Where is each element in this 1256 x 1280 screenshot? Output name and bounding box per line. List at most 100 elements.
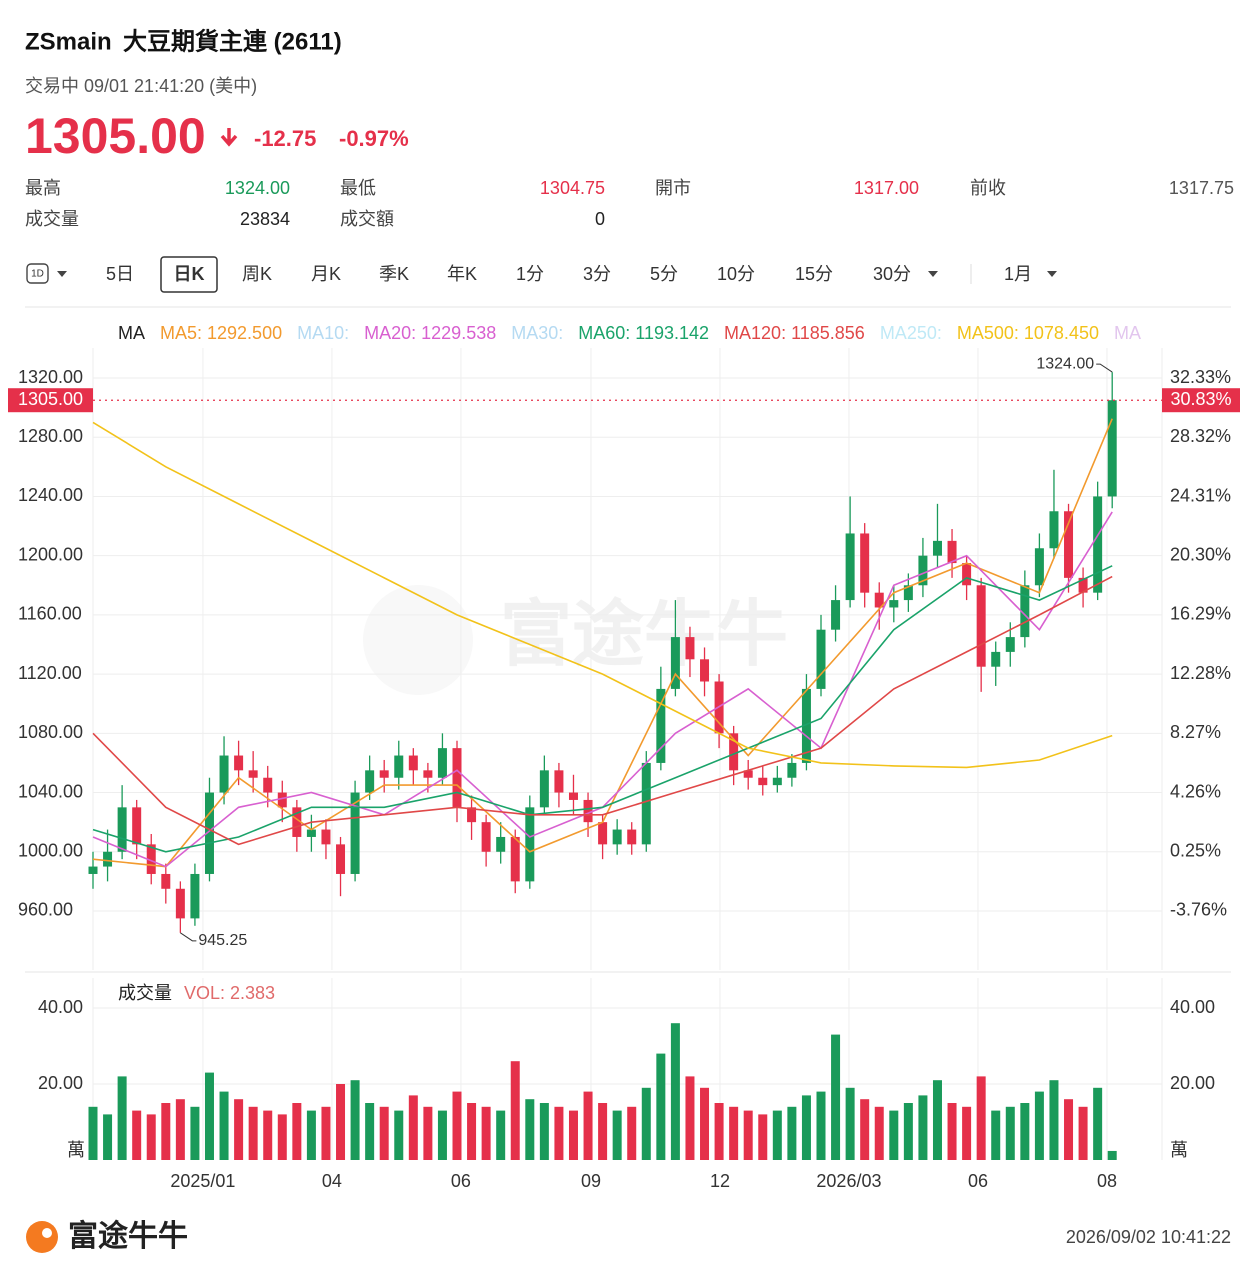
y2-tick-label: 20.30% <box>1170 544 1231 564</box>
stat-value: 0 <box>595 209 605 229</box>
stat-value: 1304.75 <box>540 178 605 198</box>
brand: 富途牛牛 <box>68 1219 188 1253</box>
tab-icon-frame <box>26 263 49 284</box>
stat-label: 最高 <box>25 178 61 198</box>
legend-item: MA60: 1193.142 <box>578 323 709 343</box>
candle-body <box>656 688 666 763</box>
volume-bar <box>598 1103 608 1160</box>
vol-tick-label-right: 40.00 <box>1170 997 1215 1017</box>
y2-tick-label: 4.26% <box>1170 781 1221 801</box>
candle-body <box>743 770 753 778</box>
change: -12.75 <box>254 126 316 151</box>
volume-bar <box>496 1110 506 1160</box>
volume-bar <box>1034 1091 1044 1160</box>
tab[interactable]: 季K <box>379 264 409 284</box>
candle-body <box>350 792 360 874</box>
y-tick-label: 1320.00 <box>18 367 83 387</box>
tab[interactable]: 1分 <box>516 264 544 284</box>
candle-body <box>874 592 884 608</box>
legend-item: MA <box>118 323 145 343</box>
volume-bar <box>175 1099 185 1160</box>
candle-body <box>103 851 113 867</box>
vol-unit-right: 萬 <box>1170 1140 1188 1160</box>
legend-item: MA <box>1114 323 1141 343</box>
y2-tick-label: 24.31% <box>1170 485 1231 505</box>
volume-bar <box>772 1110 782 1160</box>
symbol: ZSmain <box>25 28 112 55</box>
volume-bar <box>452 1091 462 1160</box>
legend-item: MA250: <box>880 323 942 343</box>
tab[interactable]: 3分 <box>583 264 611 284</box>
volume-bar <box>161 1103 171 1160</box>
candle-body <box>510 836 520 882</box>
candle-body <box>962 563 972 586</box>
tab[interactable]: 年K <box>447 264 477 284</box>
vol-tick-label: 40.00 <box>38 997 83 1017</box>
tab[interactable]: 1月 <box>1004 264 1032 284</box>
ma-line <box>92 565 1113 853</box>
volume-bar <box>627 1106 637 1160</box>
volume-bar <box>336 1084 346 1160</box>
candle-body <box>889 600 899 608</box>
candle-body <box>132 807 142 845</box>
ma-line <box>92 421 1113 769</box>
tab[interactable]: 周K <box>242 264 272 284</box>
dropdown[interactable] <box>1047 271 1057 277</box>
y2-tick-label: 16.29% <box>1170 604 1231 624</box>
change-pct: -0.97% <box>339 126 409 151</box>
candle-body <box>408 755 418 771</box>
volume-bar <box>860 1099 870 1160</box>
y-tick-label: 1000.00 <box>18 841 83 861</box>
volume-bar <box>88 1106 98 1160</box>
stat-label: 成交額 <box>340 209 394 229</box>
candle-body <box>481 822 491 852</box>
y-tick-label: 1240.00 <box>18 485 83 505</box>
tab[interactable]: 5日 <box>106 264 134 284</box>
candle-body <box>860 533 870 593</box>
pct-tag <box>1162 388 1240 413</box>
legend-item: MA5: 1292.500 <box>160 323 282 343</box>
dropdown[interactable] <box>928 271 938 277</box>
volume-bar <box>379 1106 389 1160</box>
volume-bar <box>234 1099 244 1160</box>
stat-label: 前收 <box>970 178 1006 198</box>
candle-body <box>787 762 797 778</box>
low-pointer <box>180 932 197 942</box>
tab-icon[interactable]: 1D <box>31 269 44 280</box>
volume-bar <box>132 1110 142 1160</box>
candle-body <box>306 829 316 837</box>
stat-label: 開市 <box>655 178 691 198</box>
dropdown[interactable] <box>57 271 67 277</box>
candle-body <box>670 637 680 689</box>
legend-item: MA10: <box>297 323 349 343</box>
candle-body <box>758 777 768 786</box>
legend-item: MA20: 1229.538 <box>364 323 496 343</box>
y-tick-label: 1080.00 <box>18 722 83 742</box>
x-tick-label: 2026/03 <box>816 1171 881 1191</box>
vol-tick-label-right: 20.00 <box>1170 1073 1215 1093</box>
volume-bar <box>437 1110 447 1160</box>
tab[interactable]: 10分 <box>717 264 755 284</box>
brand-logo-eye <box>42 1228 52 1238</box>
brand-logo <box>26 1221 58 1253</box>
ma-line <box>92 575 1113 846</box>
legend-item: MA120: 1185.856 <box>724 323 865 343</box>
candle-body <box>263 777 273 793</box>
candle-body <box>816 629 826 689</box>
volume-bar <box>729 1106 739 1160</box>
candle-body <box>175 888 185 919</box>
vol-tick-label: 20.00 <box>38 1073 83 1093</box>
volume-bar <box>394 1110 404 1160</box>
candle-body <box>903 585 913 601</box>
candle-body <box>1005 637 1015 652</box>
tab[interactable]: 5分 <box>650 264 678 284</box>
candle-body <box>1020 585 1030 638</box>
tab[interactable]: 月K <box>311 264 341 284</box>
tab[interactable]: 日K <box>174 264 205 284</box>
volume-bar <box>350 1080 360 1160</box>
candle-body <box>161 873 171 889</box>
low-label: 945.25 <box>198 932 247 949</box>
tab[interactable]: 30分 <box>873 264 911 284</box>
tab[interactable]: 15分 <box>795 264 833 284</box>
volume-bar <box>467 1103 477 1160</box>
